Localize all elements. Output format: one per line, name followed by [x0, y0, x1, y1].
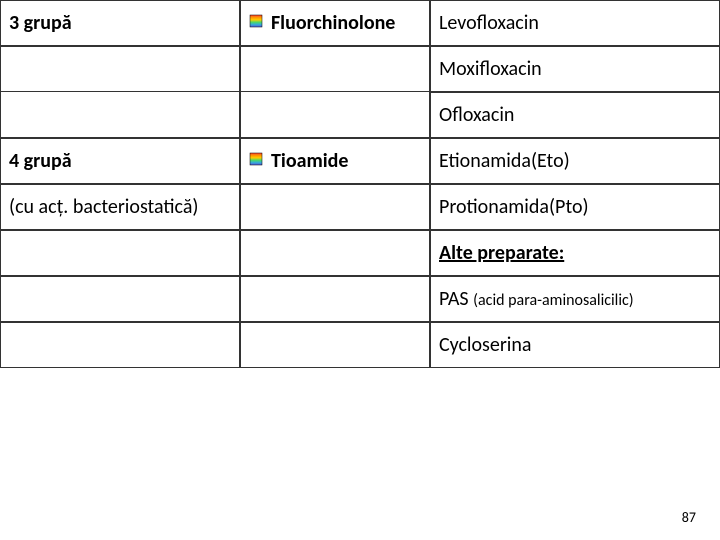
group3-category-cell: Fluorchinolone	[240, 0, 430, 46]
empty-cell	[0, 322, 240, 368]
page-number: 87	[682, 509, 696, 526]
empty-cell	[240, 230, 430, 276]
group3-drug-2: Ofloxacin	[439, 103, 514, 127]
group4-category-cell: Tioamide	[240, 138, 430, 184]
empty-cell	[0, 46, 240, 92]
group4-category: Tioamide	[271, 149, 348, 173]
other-drug-0-cell: PAS (acid para-aminosalicilic)	[430, 276, 720, 322]
empty-cell	[0, 230, 240, 276]
empty-cell	[240, 46, 430, 92]
group4-drug-1-cell: Protionamida(Pto)	[430, 184, 720, 230]
group4-category-bullet: Tioamide	[249, 149, 421, 173]
group4-label: 4 grupă	[9, 149, 72, 173]
empty-cell	[240, 184, 430, 230]
group4-sublabel: (cu acț. bacteriostatică)	[9, 195, 198, 219]
other-drug-0-name: PAS	[439, 287, 469, 311]
group3-drug-2-cell: Ofloxacin	[430, 92, 720, 138]
group4-drug-0: Etionamida(Eto)	[439, 149, 570, 173]
other-drug-1-name: Cycloserina	[439, 333, 531, 357]
gradient-square-icon	[249, 152, 263, 166]
empty-cell	[240, 276, 430, 322]
group4-sublabel-cell: (cu acț. bacteriostatică)	[0, 184, 240, 230]
other-heading-cell: Alte preparate:	[430, 230, 720, 276]
group4-drug-0-cell: Etionamida(Eto)	[430, 138, 720, 184]
group3-drug-0: Levofloxacin	[439, 11, 539, 35]
group3-label-cell: 3 grupă	[0, 0, 240, 46]
group3-drug-1-cell: Moxifloxacin	[430, 46, 720, 92]
other-drug-0-note: (acid para-aminosalicilic)	[473, 291, 633, 310]
drug-group-table: 3 grupă Fluorchinolone Levofloxacin Moxi…	[0, 0, 720, 368]
group3-drug-1: Moxifloxacin	[439, 57, 542, 81]
group3-label: 3 grupă	[9, 11, 72, 35]
group3-category: Fluorchinolone	[271, 11, 395, 35]
group4-drug-1: Protionamida(Pto)	[439, 195, 589, 219]
other-heading: Alte preparate:	[439, 241, 564, 265]
empty-cell	[0, 92, 240, 138]
empty-cell	[240, 92, 430, 138]
gradient-square-icon	[249, 14, 263, 28]
group3-category-bullet: Fluorchinolone	[249, 11, 421, 35]
group3-drug-0-cell: Levofloxacin	[430, 0, 720, 46]
other-drug-1-cell: Cycloserina	[430, 322, 720, 368]
empty-cell	[240, 322, 430, 368]
empty-cell	[0, 276, 240, 322]
group4-label-cell: 4 grupă	[0, 138, 240, 184]
